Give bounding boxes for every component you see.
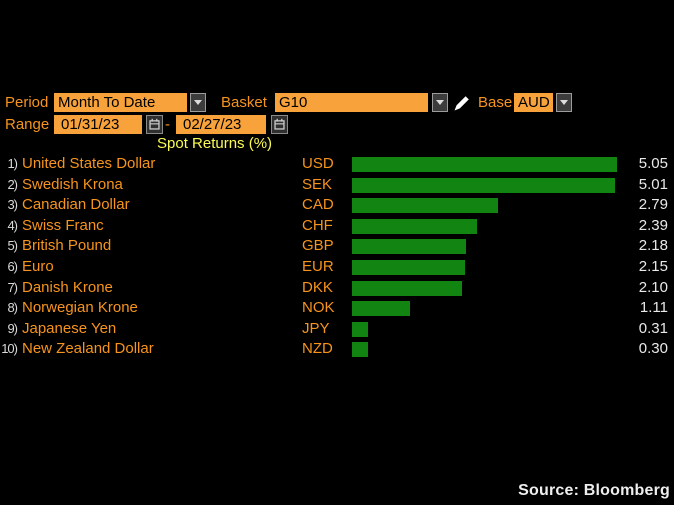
- currency-code: SEK: [302, 175, 333, 193]
- row-rank: 7): [7, 279, 18, 295]
- return-value: 5.05: [638, 155, 668, 172]
- return-value: 2.10: [638, 278, 668, 296]
- source-attribution: Source: Bloomberg: [518, 482, 670, 499]
- currency-name: British Pound: [22, 237, 112, 255]
- currency-name: Swedish Krona: [22, 175, 123, 193]
- row-rank: 10): [1, 341, 18, 357]
- currency-name: Japanese Yen: [22, 319, 117, 337]
- return-bar: [352, 342, 368, 358]
- chart-title: Spot Returns (%): [157, 135, 273, 152]
- row-rank: 4): [7, 217, 18, 233]
- list-item[interactable]: 9) Japanese Yen JPY 0.31: [0, 319, 674, 340]
- return-value: 2.15: [638, 257, 668, 275]
- row-rank: 2): [7, 176, 18, 192]
- pencil-icon[interactable]: [453, 94, 471, 112]
- return-bar: [352, 259, 465, 275]
- base-select[interactable]: AUD: [514, 93, 553, 112]
- return-value: 5.01: [638, 175, 668, 193]
- row-rank: 1): [7, 156, 18, 171]
- list-item[interactable]: 5) British Pound GBP 2.18: [0, 236, 674, 257]
- currency-code: GBP: [302, 237, 334, 255]
- period-dropdown-button[interactable]: [190, 93, 206, 112]
- list-item[interactable]: 6) Euro EUR 2.15: [0, 257, 674, 278]
- base-dropdown-button[interactable]: [556, 93, 572, 112]
- currency-code: NOK: [302, 299, 335, 317]
- return-bar: [352, 157, 617, 172]
- period-label: Period: [5, 94, 49, 111]
- currency-name: Canadian Dollar: [22, 196, 130, 214]
- range-start-calendar-button[interactable]: [146, 115, 163, 134]
- list-item[interactable]: 3) Canadian Dollar CAD 2.79: [0, 195, 674, 216]
- currency-code: USD: [302, 155, 334, 172]
- calendar-icon: [274, 118, 285, 130]
- chevron-down-icon: [436, 100, 444, 105]
- currency-name: Euro: [22, 257, 54, 275]
- basket-select[interactable]: G10: [275, 93, 428, 112]
- currency-code: JPY: [302, 319, 330, 337]
- return-value: 2.18: [638, 237, 668, 255]
- row-rank: 6): [7, 258, 18, 274]
- base-label: Base: [478, 94, 513, 111]
- range-end-calendar-button[interactable]: [271, 115, 288, 134]
- return-bar: [352, 177, 615, 193]
- return-value: 0.31: [638, 319, 668, 337]
- basket-label: Basket: [221, 94, 267, 111]
- chevron-down-icon: [560, 100, 568, 105]
- currency-code: EUR: [302, 257, 334, 275]
- range-start-input[interactable]: 01/31/23: [54, 115, 142, 134]
- range-separator: -: [165, 116, 170, 133]
- currency-name: Norwegian Krone: [22, 299, 138, 317]
- currency-name: Swiss Franc: [22, 216, 104, 234]
- currency-code: NZD: [302, 340, 333, 358]
- list-item[interactable]: 10) New Zealand Dollar NZD 0.30: [0, 339, 674, 360]
- return-value: 2.79: [638, 196, 668, 214]
- return-bar: [352, 280, 462, 296]
- return-value: 2.39: [638, 216, 668, 234]
- currency-code: CAD: [302, 196, 334, 214]
- range-label: Range: [5, 116, 50, 133]
- range-end-input[interactable]: 02/27/23: [176, 115, 266, 134]
- chevron-down-icon: [194, 100, 202, 105]
- returns-list: 1) United States Dollar USD 5.05 2) Swedish K…: [0, 154, 674, 360]
- currency-code: CHF: [302, 216, 333, 234]
- currency-name: New Zealand Dollar: [22, 340, 154, 358]
- list-item[interactable]: 4) Swiss Franc CHF 2.39: [0, 216, 674, 237]
- return-value: 1.11: [639, 299, 668, 317]
- row-rank: 5): [7, 238, 18, 254]
- calendar-icon: [149, 118, 160, 130]
- basket-dropdown-button[interactable]: [432, 93, 448, 112]
- row-rank: 8): [7, 300, 18, 316]
- return-bar: [352, 239, 466, 255]
- row-rank: 3): [7, 197, 18, 213]
- list-item[interactable]: 2) Swedish Krona SEK 5.01: [0, 175, 674, 196]
- return-value: 0.30: [638, 340, 668, 358]
- currency-name: United States Dollar: [22, 155, 156, 172]
- row-rank: 9): [7, 320, 18, 336]
- list-item[interactable]: 1) United States Dollar USD 5.05: [0, 154, 674, 175]
- return-bar: [352, 218, 477, 234]
- currency-code: DKK: [302, 278, 333, 296]
- list-item[interactable]: 7) Danish Krone DKK 2.10: [0, 278, 674, 299]
- return-bar: [352, 198, 498, 214]
- currency-name: Danish Krone: [22, 278, 113, 296]
- list-item[interactable]: 8) Norwegian Krone NOK 1.11: [0, 298, 674, 319]
- return-bar: [352, 321, 368, 337]
- return-bar: [352, 301, 410, 317]
- period-select[interactable]: Month To Date: [54, 93, 187, 112]
